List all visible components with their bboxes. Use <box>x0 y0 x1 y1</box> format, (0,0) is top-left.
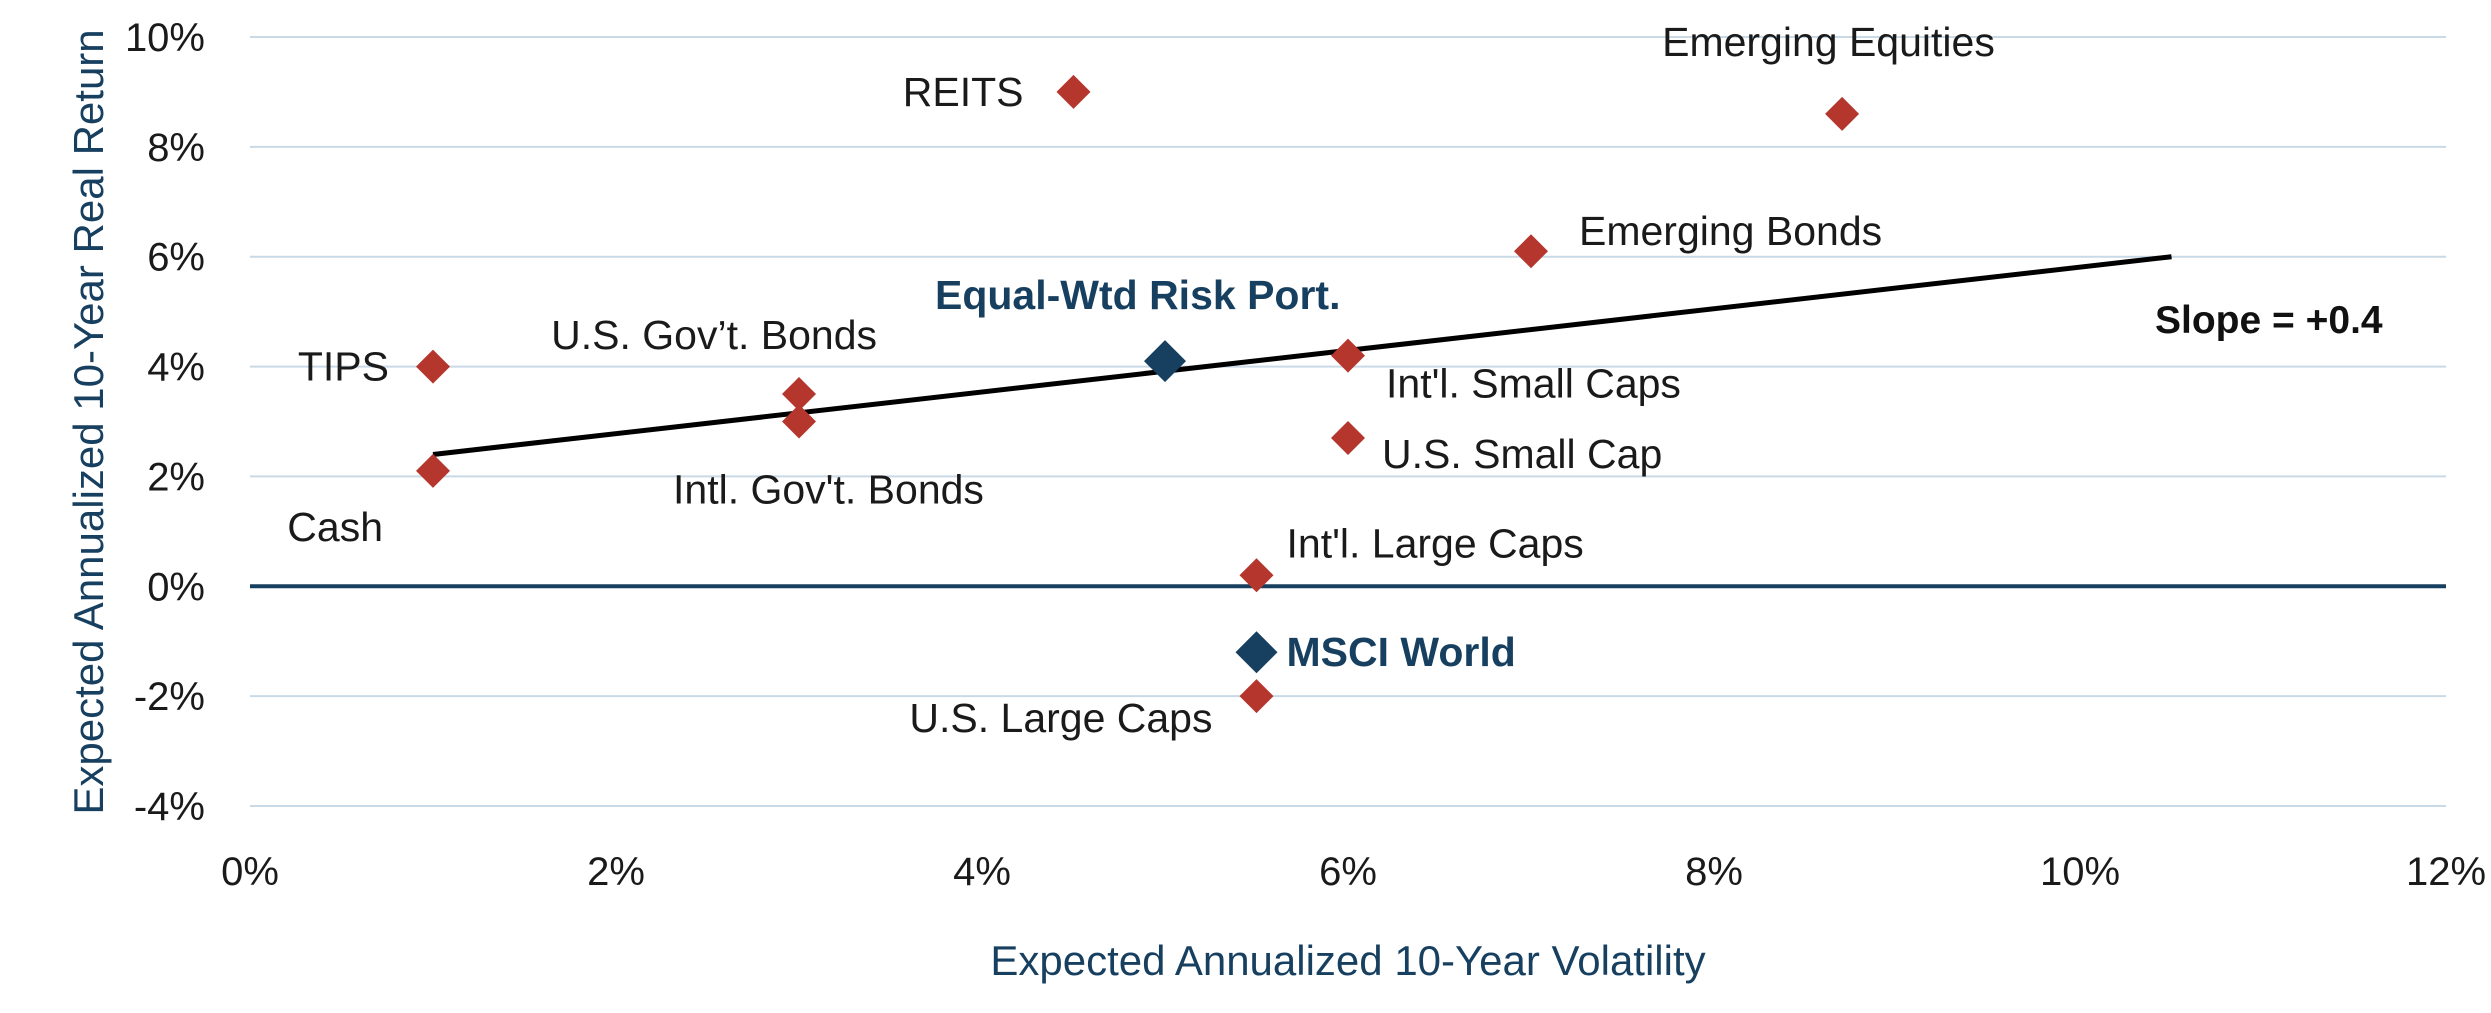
point-label: Emerging Equities <box>1662 19 1995 65</box>
tick-labels: 10% 8% 6% 4% 2% 0% -2% -4% 0% 2% 4% 6% 8% 10% 12% <box>125 16 2486 894</box>
y-tick-label: -2% <box>134 675 205 719</box>
x-tick-label: 10% <box>2040 850 2120 894</box>
x-tick-label: 4% <box>953 850 1011 894</box>
x-axis-title: Expected Annualized 10-Year Volatility <box>990 937 1705 984</box>
point-label: Emerging Bonds <box>1579 208 1882 254</box>
data-point <box>1239 558 1274 593</box>
point-label: MSCI World <box>1287 629 1516 675</box>
y-tick-label: 6% <box>147 236 205 280</box>
data-point <box>416 349 450 384</box>
point-labels: Cash TIPS U.S. Gov’t. Bonds Intl. Gov't. Bo… <box>287 19 1995 741</box>
point-label: Cash <box>287 504 383 550</box>
data-point <box>1825 96 1860 131</box>
y-axis-title: Expected Annualized 10-Year Real Return <box>65 29 112 814</box>
gridlines <box>250 36 2446 807</box>
y-tick-label: 8% <box>147 126 205 170</box>
y-tick-label: 4% <box>147 346 205 390</box>
point-label: REITS <box>903 69 1024 115</box>
data-point <box>1239 679 1274 714</box>
data-point <box>1056 74 1091 109</box>
trendline-group: Slope = +0.4 <box>432 254 2383 457</box>
x-tick-label: 8% <box>1685 850 1743 894</box>
point-label: U.S. Small Cap <box>1382 431 1662 477</box>
data-point <box>1144 340 1186 383</box>
trendline <box>432 254 2172 457</box>
data-point <box>782 377 816 412</box>
point-label: Int'l. Large Caps <box>1287 520 1584 566</box>
point-label: U.S. Large Caps <box>909 695 1212 741</box>
data-point <box>1331 420 1365 455</box>
x-tick-label: 0% <box>221 850 279 894</box>
x-tick-label: 12% <box>2406 850 2486 894</box>
y-tick-label: 10% <box>125 16 205 60</box>
data-point <box>1235 631 1278 674</box>
x-tick-label: 2% <box>587 850 645 894</box>
point-label: Equal-Wtd Risk Port. <box>935 272 1340 318</box>
data-point <box>1514 234 1548 269</box>
point-label: Int'l. Small Caps <box>1386 361 1681 407</box>
point-label: TIPS <box>298 344 389 390</box>
data-point <box>1331 338 1365 373</box>
y-tick-label: 2% <box>147 455 205 499</box>
data-points <box>416 74 1860 714</box>
point-label: U.S. Gov’t. Bonds <box>551 312 877 358</box>
point-label: Intl. Gov't. Bonds <box>673 467 984 513</box>
data-point <box>416 453 450 488</box>
x-tick-label: 6% <box>1319 850 1377 894</box>
y-tick-label: -4% <box>134 785 205 829</box>
data-point <box>782 404 816 439</box>
trendline-label: Slope = +0.4 <box>2155 299 2383 342</box>
y-tick-label: 0% <box>147 565 205 609</box>
